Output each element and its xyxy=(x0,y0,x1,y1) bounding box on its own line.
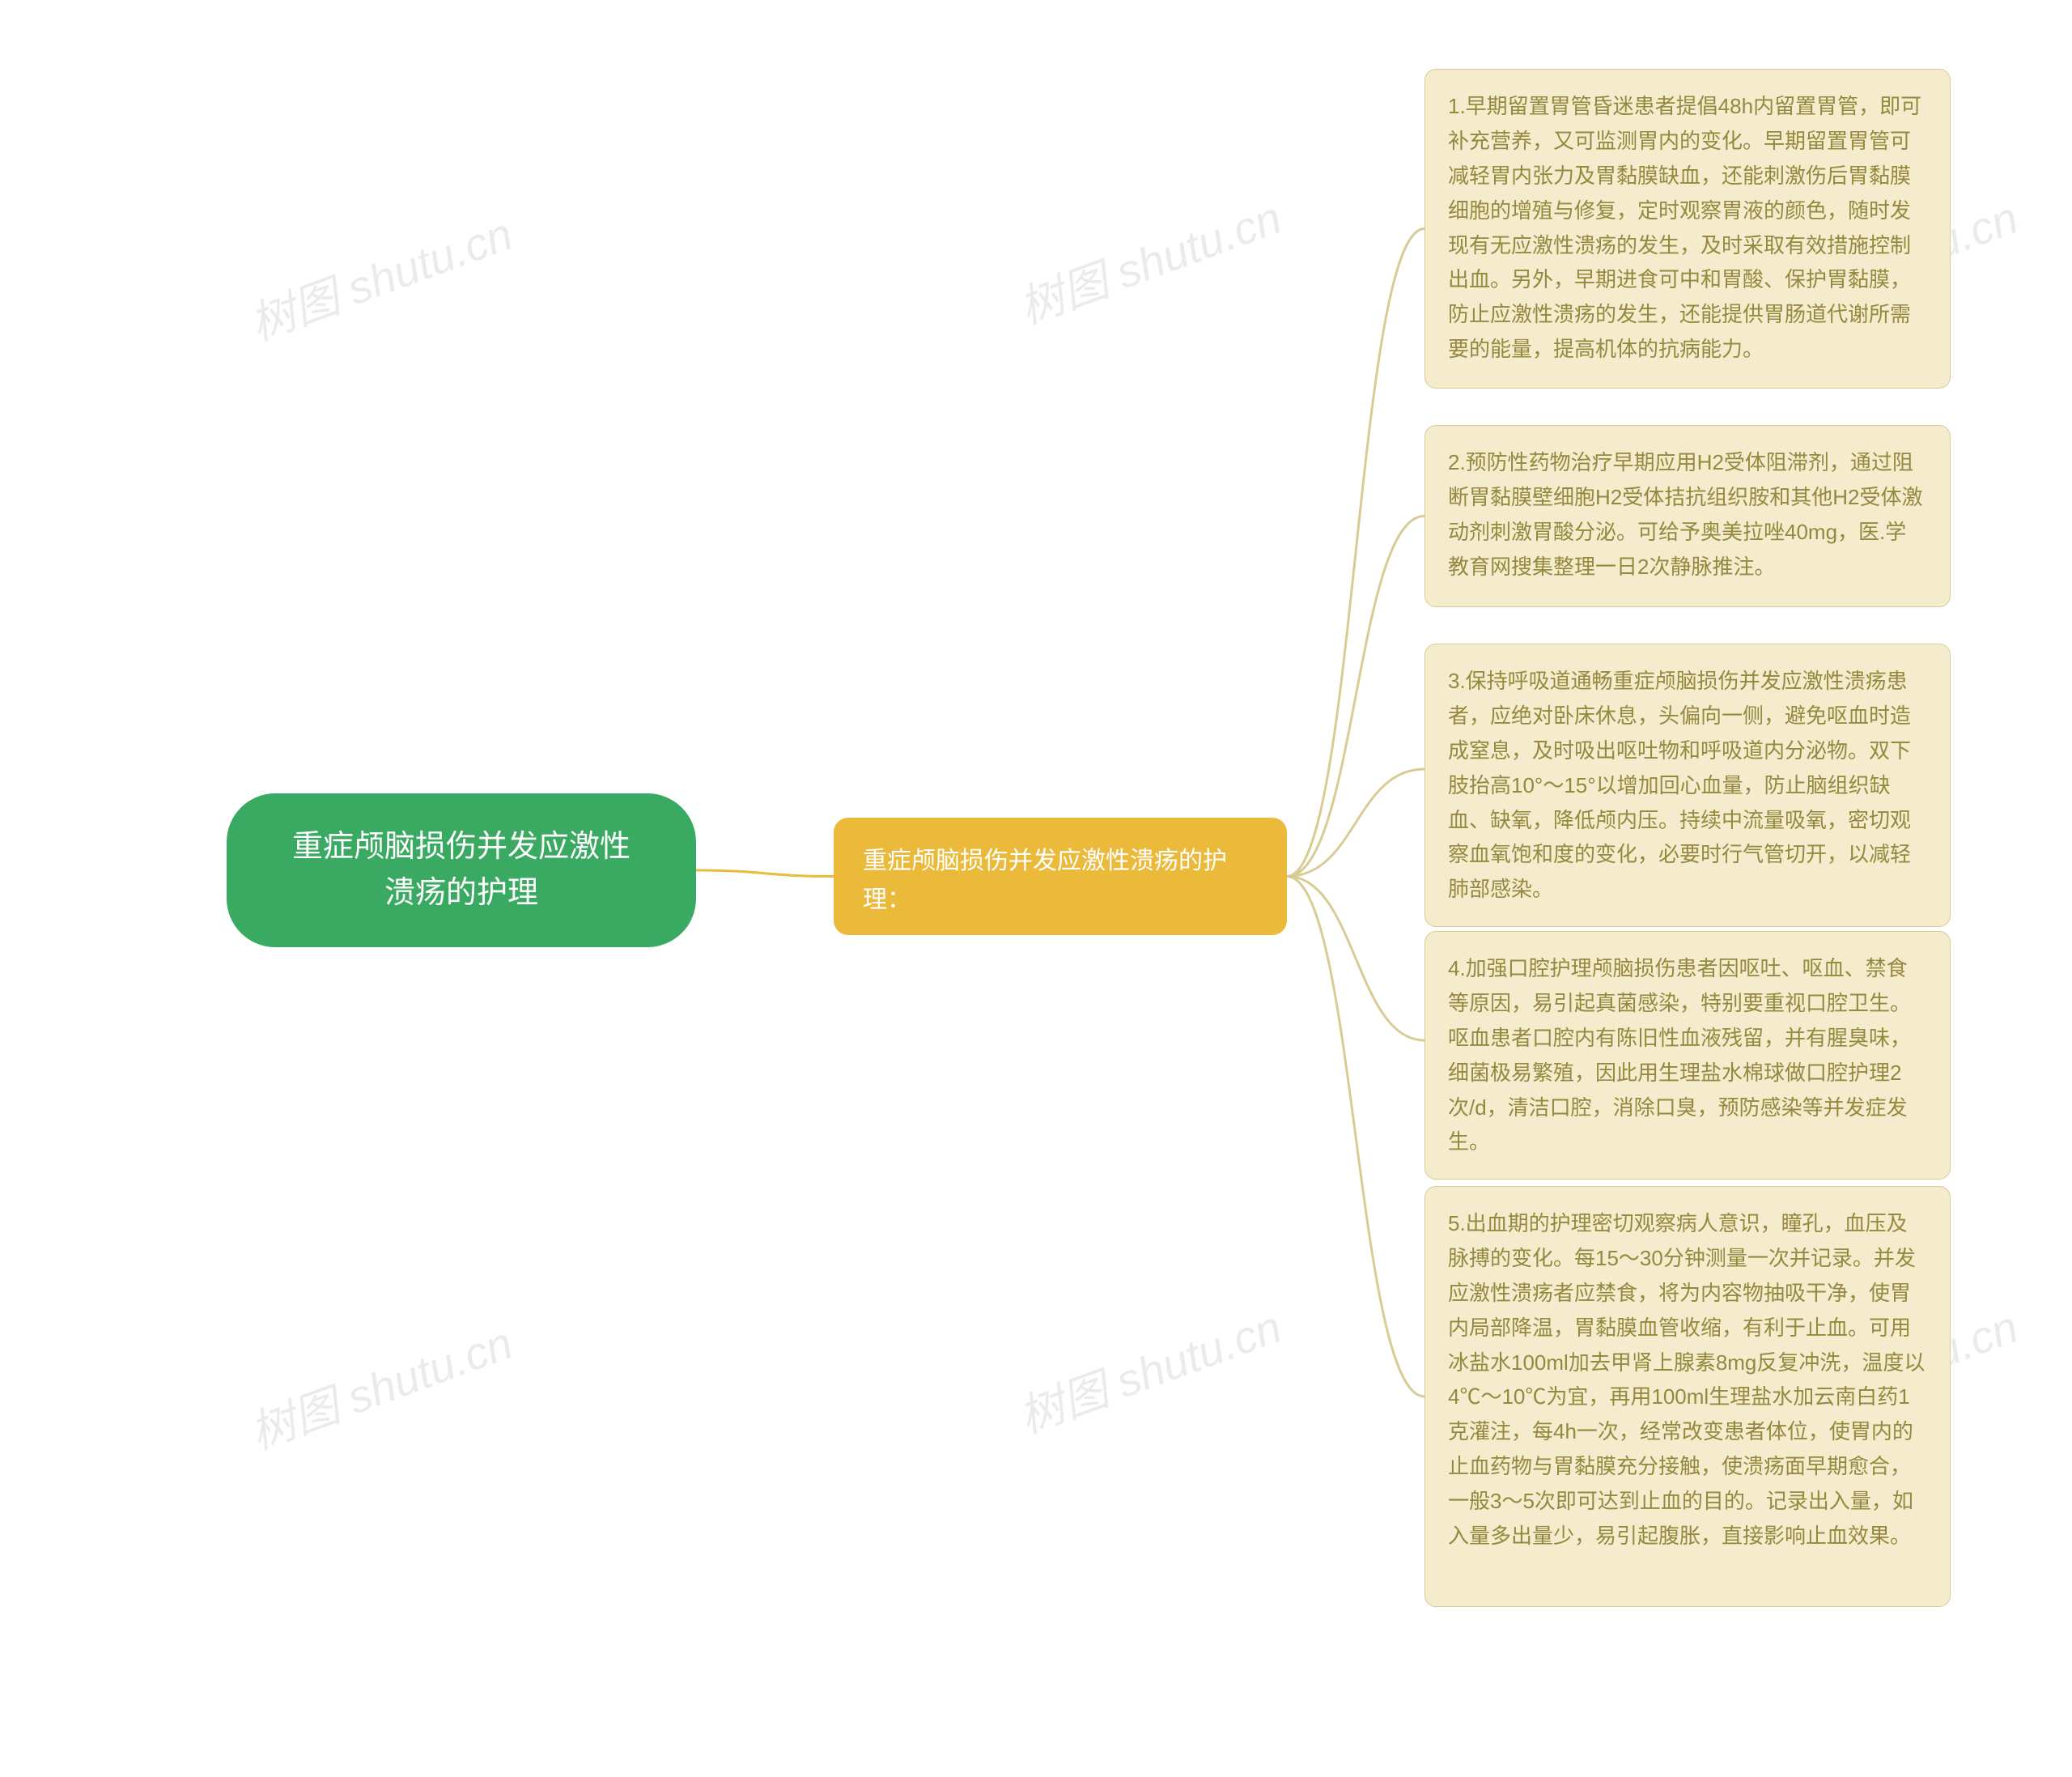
leaf-node-text: 5.出血期的护理密切观察病人意识，瞳孔，血压及脉搏的变化。每15～30分钟测量一… xyxy=(1448,1211,1925,1548)
mindmap-canvas: 树图 shutu.cn 树图 shutu.cn 树图 shutu.cn 树图 shut… xyxy=(0,0,2072,1777)
root-node[interactable]: 重症颅脑损伤并发应激性 溃疡的护理 xyxy=(227,793,696,947)
leaf-node-text: 1.早期留置胃管昏迷患者提倡48h内留置胃管，即可补充营养，又可监测胃内的变化。… xyxy=(1448,94,1921,361)
leaf-node[interactable]: 3.保持呼吸道通畅重症颅脑损伤并发应激性溃疡患者，应绝对卧床休息，头偏向一侧，避… xyxy=(1424,644,1951,927)
leaf-node[interactable]: 2.预防性药物治疗早期应用H2受体阻滞剂，通过阻断胃黏膜壁细胞H2受体拮抗组织胺… xyxy=(1424,425,1951,607)
leaf-node-text: 4.加强口腔护理颅脑损伤患者因呕吐、呕血、禁食等原因，易引起真菌感染，特别要重视… xyxy=(1448,956,1911,1154)
leaf-node-text: 2.预防性药物治疗早期应用H2受体阻滞剂，通过阻断胃黏膜壁细胞H2受体拮抗组织胺… xyxy=(1448,450,1922,579)
root-node-label: 重症颅脑损伤并发应激性 溃疡的护理 xyxy=(292,824,631,916)
branch-node[interactable]: 重症颅脑损伤并发应激性溃疡的护 理： xyxy=(834,818,1287,935)
branch-node-label: 重症颅脑损伤并发应激性溃疡的护 理： xyxy=(863,848,1227,913)
leaf-node-text: 3.保持呼吸道通畅重症颅脑损伤并发应激性溃疡患者，应绝对卧床休息，头偏向一侧，避… xyxy=(1448,669,1911,901)
watermark: 树图 shutu.cn xyxy=(240,1307,520,1462)
watermark: 树图 shutu.cn xyxy=(1008,1290,1289,1446)
watermark: 树图 shutu.cn xyxy=(1008,181,1289,337)
leaf-node[interactable]: 5.出血期的护理密切观察病人意识，瞳孔，血压及脉搏的变化。每15～30分钟测量一… xyxy=(1424,1186,1951,1607)
leaf-node[interactable]: 1.早期留置胃管昏迷患者提倡48h内留置胃管，即可补充营养，又可监测胃内的变化。… xyxy=(1424,69,1951,389)
leaf-node[interactable]: 4.加强口腔护理颅脑损伤患者因呕吐、呕血、禁食等原因，易引起真菌感染，特别要重视… xyxy=(1424,931,1951,1180)
watermark: 树图 shutu.cn xyxy=(240,198,520,353)
